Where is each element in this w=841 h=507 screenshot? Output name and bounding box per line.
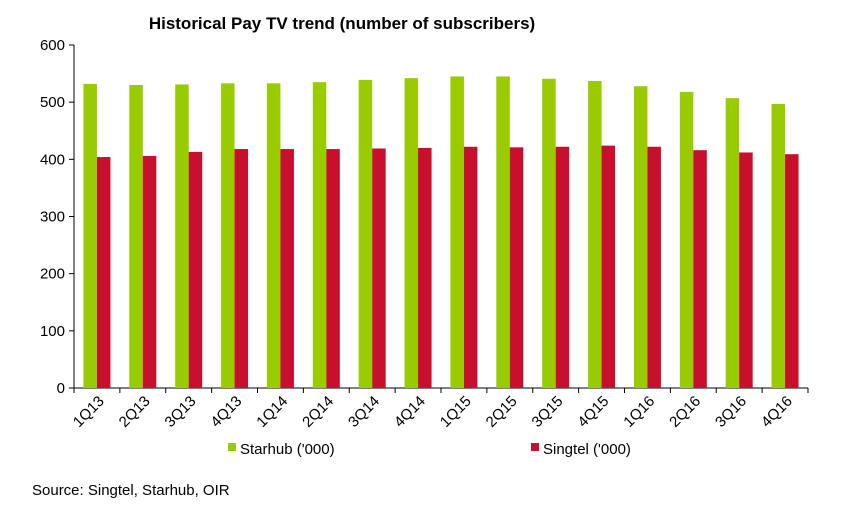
bar-starhub-3q13 <box>175 84 189 388</box>
bar-singtel-4q13 <box>234 149 249 388</box>
bar-starhub-3q14 <box>358 79 373 388</box>
y-tick-label: 300 <box>40 209 65 226</box>
bar-starhub-1q13 <box>83 83 97 388</box>
y-tick-label: 100 <box>40 323 65 340</box>
x-tick-label: 1Q16 <box>620 393 658 431</box>
bar-starhub-1q16 <box>633 86 648 388</box>
bar-singtel-4q14 <box>418 147 432 388</box>
bar-singtel-4q16 <box>785 154 799 388</box>
y-tick-label: 0 <box>57 380 65 397</box>
bar-singtel-2q15 <box>509 147 524 388</box>
y-tick-label: 600 <box>40 37 65 54</box>
bars <box>83 76 799 389</box>
bar-starhub-3q15 <box>542 78 556 388</box>
bar-starhub-3q16 <box>725 98 740 388</box>
bar-singtel-1q14 <box>280 149 294 388</box>
bar-starhub-1q14 <box>266 83 281 388</box>
x-tick-label: 3Q13 <box>162 393 200 431</box>
bar-singtel-3q15 <box>555 146 570 388</box>
x-axis: 1Q13 2Q13 3Q13 4Q13 1Q14 2Q14 3Q14 4Q14 1Q15 2Q15… <box>70 387 809 431</box>
x-tick-label: 4Q14 <box>391 393 429 431</box>
x-tick-label: 4Q15 <box>574 393 612 431</box>
bar-starhub-2q15 <box>496 76 510 389</box>
legend: Starhub ('000) Singtel ('000) <box>228 441 631 458</box>
bar-starhub-4q15 <box>588 81 602 388</box>
y-tick-label: 500 <box>40 94 65 111</box>
legend-swatch-starhub <box>228 443 236 451</box>
x-tick-label: 2Q16 <box>666 393 704 431</box>
x-tick-label: 3Q14 <box>345 393 383 431</box>
bar-starhub-2q16 <box>679 91 694 389</box>
legend-label-starhub: Starhub ('000) <box>240 441 335 458</box>
bar-singtel-1q13 <box>96 157 111 388</box>
bar-singtel-2q16 <box>693 150 707 388</box>
bar-singtel-1q15 <box>463 146 478 388</box>
x-tick-label: 1Q14 <box>253 393 291 431</box>
bar-singtel-3q16 <box>739 152 753 388</box>
chart-title: Historical Pay TV trend (number of subsc… <box>149 14 535 33</box>
legend-label-singtel: Singtel ('000) <box>543 441 631 458</box>
x-tick-label: 4Q13 <box>207 393 245 431</box>
bar-starhub-4q14 <box>404 78 419 388</box>
bar-singtel-1q16 <box>647 146 661 388</box>
y-tick-label: 200 <box>40 266 65 283</box>
x-tick-label: 2Q14 <box>299 393 337 431</box>
x-tick-label: 1Q15 <box>437 393 475 431</box>
bar-starhub-2q13 <box>129 85 143 389</box>
legend-swatch-singtel <box>531 443 539 451</box>
x-tick-label: 1Q13 <box>70 393 108 431</box>
bar-starhub-4q16 <box>771 103 786 389</box>
bar-singtel-4q15 <box>601 145 616 388</box>
bar-singtel-2q14 <box>326 149 340 388</box>
bar-singtel-2q13 <box>142 155 157 388</box>
bar-starhub-4q13 <box>221 83 235 388</box>
bar-starhub-1q15 <box>450 76 464 389</box>
source-note: Source: Singtel, Starhub, OIR <box>32 482 230 499</box>
y-axis: 0 100 200 300 400 500 600 <box>40 37 75 397</box>
bar-starhub-2q14 <box>312 82 327 389</box>
x-tick-label: 3Q16 <box>712 393 750 431</box>
x-tick-label: 4Q16 <box>758 393 796 431</box>
bar-singtel-3q14 <box>372 148 386 388</box>
x-tick-label: 3Q15 <box>529 393 567 431</box>
x-tick-label: 2Q13 <box>116 393 154 431</box>
bar-singtel-3q13 <box>188 151 203 388</box>
x-tick-label: 2Q15 <box>483 393 521 431</box>
y-tick-label: 400 <box>40 151 65 168</box>
